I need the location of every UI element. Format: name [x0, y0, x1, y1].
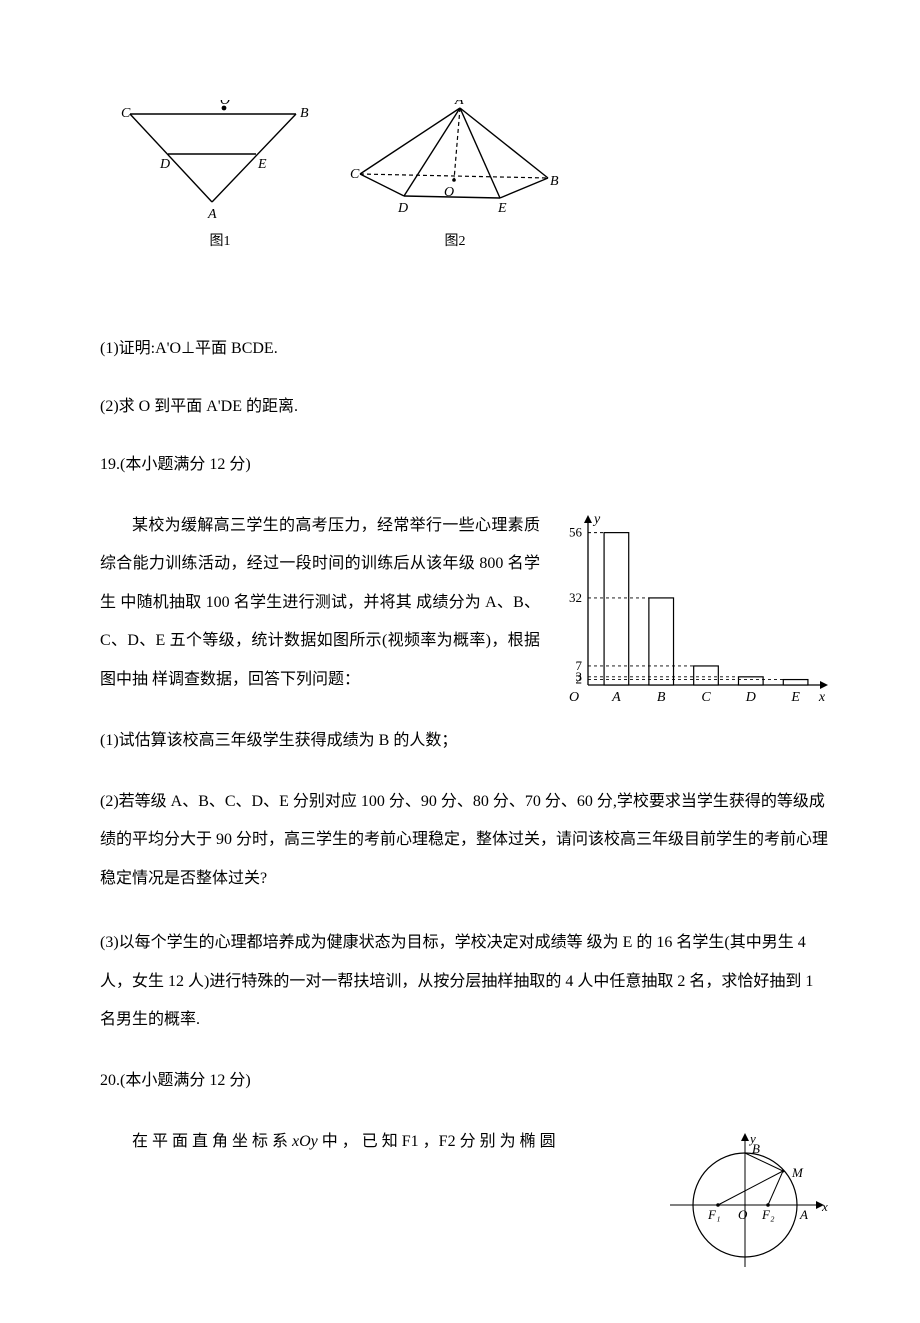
svg-text:C: C	[350, 167, 360, 182]
svg-text:2: 2	[576, 672, 583, 687]
pyramid-diagram: A' C B D E O	[350, 100, 560, 220]
q20-heading: 20.(本小题满分 12 分)	[100, 1065, 830, 1097]
svg-text:M: M	[791, 1165, 804, 1180]
svg-text:x: x	[818, 690, 826, 705]
bar-chart: ABCDE5632732Oyx	[550, 511, 830, 711]
svg-text:A': A'	[454, 100, 468, 108]
svg-text:D: D	[397, 201, 408, 216]
svg-text:E: E	[257, 157, 267, 172]
svg-text:B: B	[300, 106, 309, 121]
svg-text:O: O	[220, 100, 230, 108]
q19-part-1: (1)试估算该校高三年级学生获得成绩为 B 的人数；	[100, 725, 830, 757]
svg-text:D: D	[159, 157, 170, 172]
svg-text:x: x	[821, 1199, 828, 1214]
svg-text:B: B	[752, 1141, 760, 1156]
q19-part-2: (2)若等级 A、B、C、D、E 分别对应 100 分、90 分、80 分、70…	[100, 783, 830, 898]
svg-text:E: E	[497, 201, 507, 216]
svg-text:O: O	[569, 690, 579, 705]
q19-part-3: (3)以每个学生的心理都培养成为健康状态为目标，学校决定对成绩等 级为 E 的 …	[100, 924, 830, 1039]
figure-1: C B A D E O 图1	[120, 100, 320, 253]
figure-1-caption: 图1	[120, 231, 320, 253]
q20-body-mid: 中 ， 已 知 F1 ，F2 分 别 为 椭 圆	[318, 1133, 556, 1150]
svg-text:O: O	[738, 1207, 748, 1222]
svg-text:56: 56	[569, 525, 583, 540]
svg-text:B: B	[550, 174, 559, 189]
figure-2-caption: 图2	[350, 231, 560, 253]
q18-part-1: (1)证明:A'O⊥平面 BCDE.	[100, 333, 830, 365]
figure-2: A' C B D E O 图2	[350, 100, 560, 253]
q20-xoy: xOy	[292, 1133, 318, 1150]
triangle-diagram: C B A D E O	[120, 100, 320, 220]
q20-body-pre: 在 平 面 直 角 坐 标 系	[132, 1133, 292, 1150]
svg-text:F₂: F₂	[761, 1207, 775, 1222]
svg-text:A: A	[611, 690, 621, 705]
svg-text:F₁: F₁	[707, 1207, 720, 1222]
svg-text:D: D	[745, 690, 756, 705]
q20-block: yxOABF₁F₂M 在 平 面 直 角 坐 标 系 xOy 中 ， 已 知 F…	[100, 1123, 830, 1283]
figures-row: C B A D E O 图1 A' C B D E O 图2	[120, 100, 830, 253]
ellipse-diagram: yxOABF₁F₂M	[660, 1127, 830, 1277]
svg-text:O: O	[444, 185, 454, 200]
svg-text:C: C	[121, 106, 131, 121]
svg-text:C: C	[701, 690, 711, 705]
svg-text:E: E	[790, 690, 800, 705]
svg-text:y: y	[592, 512, 601, 527]
q19-block: ABCDE5632732Oyx 某校为缓解高三学生的高考压力，经常举行一些心理素…	[100, 507, 830, 924]
svg-text:A: A	[799, 1207, 808, 1222]
q18-part-2: (2)求 O 到平面 A'DE 的距离.	[100, 391, 830, 423]
svg-text:32: 32	[569, 590, 582, 605]
q19-heading: 19.(本小题满分 12 分)	[100, 449, 830, 481]
svg-text:B: B	[657, 690, 666, 705]
svg-text:A: A	[207, 207, 217, 220]
